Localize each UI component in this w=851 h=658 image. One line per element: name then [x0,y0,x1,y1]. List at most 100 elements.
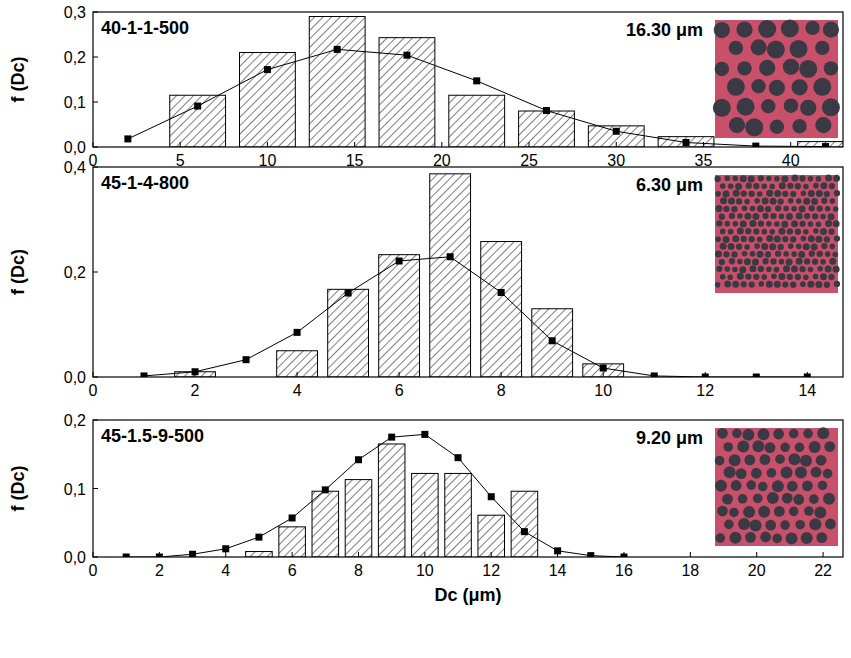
y-tick-label: 0,0 [64,369,86,386]
x-tick-label: 14 [549,562,567,579]
y-tick [93,102,98,103]
x-tick-label: 22 [814,562,832,579]
panel: 02468101214161820220,00,10,2f (Dc)Dc (μm… [8,412,843,605]
marker [403,52,410,59]
marker [473,77,480,84]
bar [478,515,505,557]
figure: 05101520253035400,00,10,20,3f (Dc)40-1-1… [0,0,851,658]
marker [255,534,262,541]
marker [289,514,296,521]
bar [170,95,226,147]
x-tick [225,552,226,557]
bar [328,289,369,377]
x-tick-label: 4 [221,562,230,579]
plot-marks [124,17,843,148]
panel-title: 45-1-4-800 [101,173,189,193]
mean-size-label: 9.20 μm [636,428,703,448]
x-tick [441,142,442,147]
x-tick [690,552,691,557]
y-axis-title: f (Dc) [8,57,28,103]
panel-title: 40-1-1-500 [101,18,189,38]
plot-frame [93,12,843,147]
x-tick-label: 12 [482,562,500,579]
bar [277,351,318,377]
x-tick [616,142,617,147]
bar [430,174,471,377]
marker [334,46,341,53]
marker [294,329,301,336]
y-tick-label: 0,2 [64,264,86,281]
bar [412,473,439,557]
mean-size-label: 16.30 μm [626,20,703,40]
x-tick-label: 18 [681,562,699,579]
x-tick-label: 0 [89,382,98,399]
y-tick-label: 0,4 [64,159,86,176]
marker [322,486,329,493]
y-tick [93,167,98,168]
marker [651,372,658,377]
marker [498,289,505,296]
x-tick-label: 12 [696,382,714,399]
marker [421,431,428,438]
y-tick-label: 0,2 [64,412,86,429]
y-tick [93,57,98,58]
marker [587,552,594,557]
marker [752,143,759,147]
y-tick [93,488,98,489]
marker [488,493,495,500]
plot-frame [93,167,843,377]
x-tick [424,552,425,557]
x-tick-label: 16 [615,562,633,579]
x-tick-label: 6 [395,382,404,399]
marker [549,337,556,344]
x-tick [501,372,502,377]
marker [264,66,271,73]
y-tick [93,557,98,558]
x-tick [529,142,530,147]
marker [521,528,528,535]
x-tick [823,552,824,557]
fit-line [128,49,826,146]
fit-line [144,257,807,377]
y-tick-label: 0,3 [64,4,86,21]
x-tick-label: 8 [497,382,506,399]
x-tick [180,142,181,147]
bar [588,126,644,147]
x-tick [354,142,355,147]
y-tick [93,420,98,421]
bar [378,444,405,557]
inset-image [715,427,838,546]
x-tick-label: 2 [191,382,200,399]
marker [345,290,352,297]
marker [243,356,250,363]
panel-title: 45-1.5-9-500 [101,426,204,446]
marker [189,551,196,557]
x-tick [703,142,704,147]
bar [532,309,573,377]
x-tick [491,552,492,557]
marker [447,253,454,260]
bar [511,491,538,557]
y-tick [93,272,98,273]
x-axis-title: Dc (μm) [434,585,501,605]
marker [355,456,362,463]
marker [396,257,403,264]
bar [309,17,365,148]
x-tick-label: 4 [293,382,302,399]
x-tick-label: 6 [288,562,297,579]
marker [455,454,462,461]
x-tick [623,552,624,557]
x-tick-label: 20 [748,562,766,579]
x-tick [399,372,400,377]
marker [600,365,607,372]
y-tick [93,377,98,378]
x-tick [790,142,791,147]
bar [240,53,296,148]
x-tick [358,552,359,557]
bar [246,552,273,557]
y-tick [93,12,98,13]
y-tick-label: 0,1 [64,481,86,498]
y-axis-title: f (Dc) [8,466,28,512]
x-tick [756,552,757,557]
fit-line [126,434,624,557]
